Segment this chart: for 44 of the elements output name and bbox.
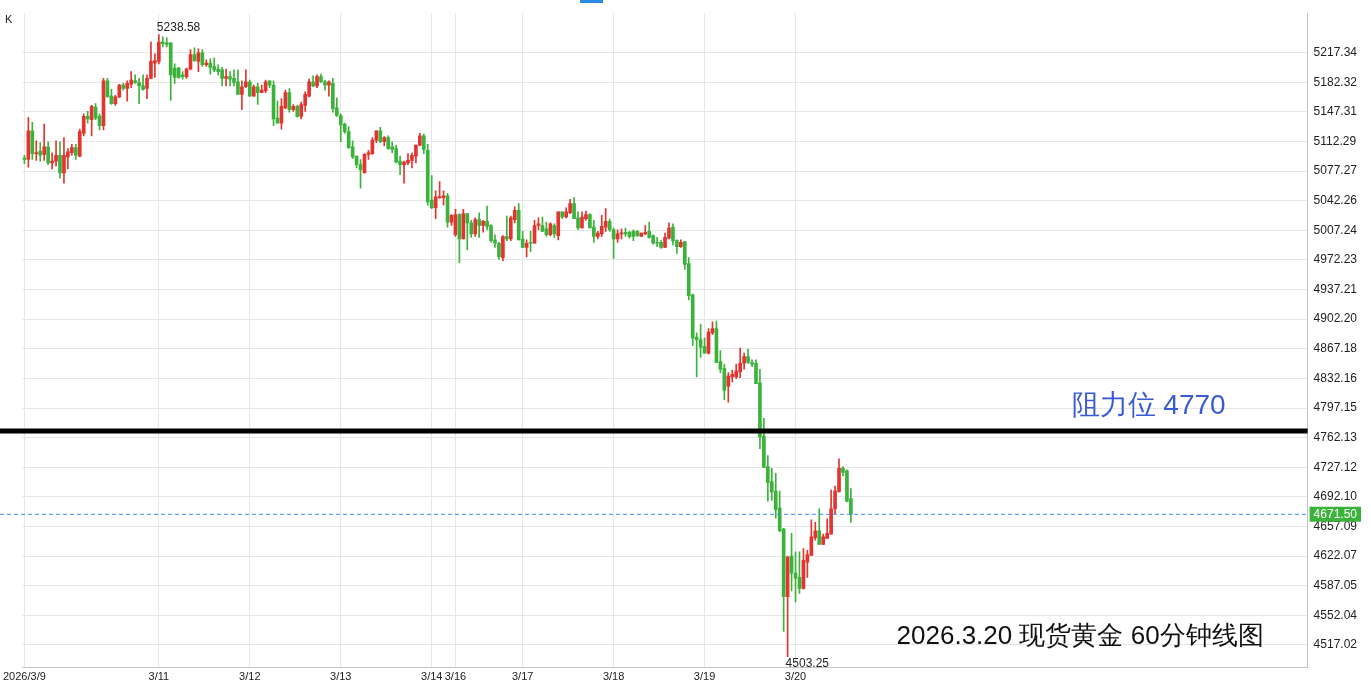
annotation: 4503.25 [785, 655, 830, 670]
x-tick-label: 3/18 [602, 670, 625, 683]
x-tick-label: 3/12 [239, 670, 261, 683]
y-tick-label: 4937.21 [1313, 281, 1358, 296]
y-tick-label: 4762.13 [1313, 429, 1358, 444]
x-tick-label: 3/19 [693, 670, 716, 683]
y-tick-label: 4797.15 [1313, 400, 1358, 415]
annotation: 5238.58 [156, 20, 201, 35]
candlestick [42, 123, 47, 161]
annotation: 阻力位 4770 [1071, 388, 1226, 420]
y-tick-label: 4517.02 [1313, 637, 1358, 652]
y-tick-label: 5112.29 [1313, 133, 1357, 148]
candlestick [224, 68, 228, 87]
chart-subtitle: K [5, 13, 13, 26]
x-tick-label: 3/13 [330, 670, 352, 683]
candlestick [228, 71, 232, 87]
x-tick-label: 3/20 [784, 670, 807, 683]
x-tick-label: 2026/3/9 [3, 670, 46, 683]
y-tick-label: 4902.20 [1313, 311, 1358, 326]
y-tick-label: 5217.34 [1313, 44, 1358, 59]
y-tick-label: 5042.26 [1313, 193, 1358, 208]
candlestick [38, 142, 43, 162]
x-tick-label: 3/11 [148, 670, 170, 683]
y-tick-label: 4727.12 [1313, 459, 1358, 474]
candlestick [655, 236, 659, 247]
x-tick-label: 3/17 [511, 670, 534, 683]
candlestick [505, 215, 509, 242]
y-tick-label: 4832.16 [1313, 370, 1358, 385]
x-tick-label: 3/14 [421, 670, 443, 683]
y-tick-label: 5147.31 [1313, 104, 1358, 119]
y-tick-label: 4587.05 [1313, 578, 1358, 593]
text: 2026.3.20 现货黄金 60分钟线图 [896, 619, 1264, 650]
candlestick [477, 212, 481, 238]
y-tick-label: 5007.24 [1313, 222, 1358, 237]
y-tick-label: 4552.04 [1313, 607, 1358, 622]
y-tick-label: 4972.23 [1313, 252, 1358, 267]
y-tick-label: 5182.32 [1313, 74, 1358, 89]
candlestick [137, 77, 141, 105]
y-tick-label: 4622.07 [1313, 548, 1358, 563]
candlestick [34, 140, 39, 161]
y-tick-label: 5077.27 [1313, 163, 1358, 178]
x-tick-label: 3/16 [444, 670, 467, 683]
y-tick-label: 4867.18 [1313, 341, 1358, 356]
y-tick-label: 4692.10 [1313, 489, 1358, 504]
